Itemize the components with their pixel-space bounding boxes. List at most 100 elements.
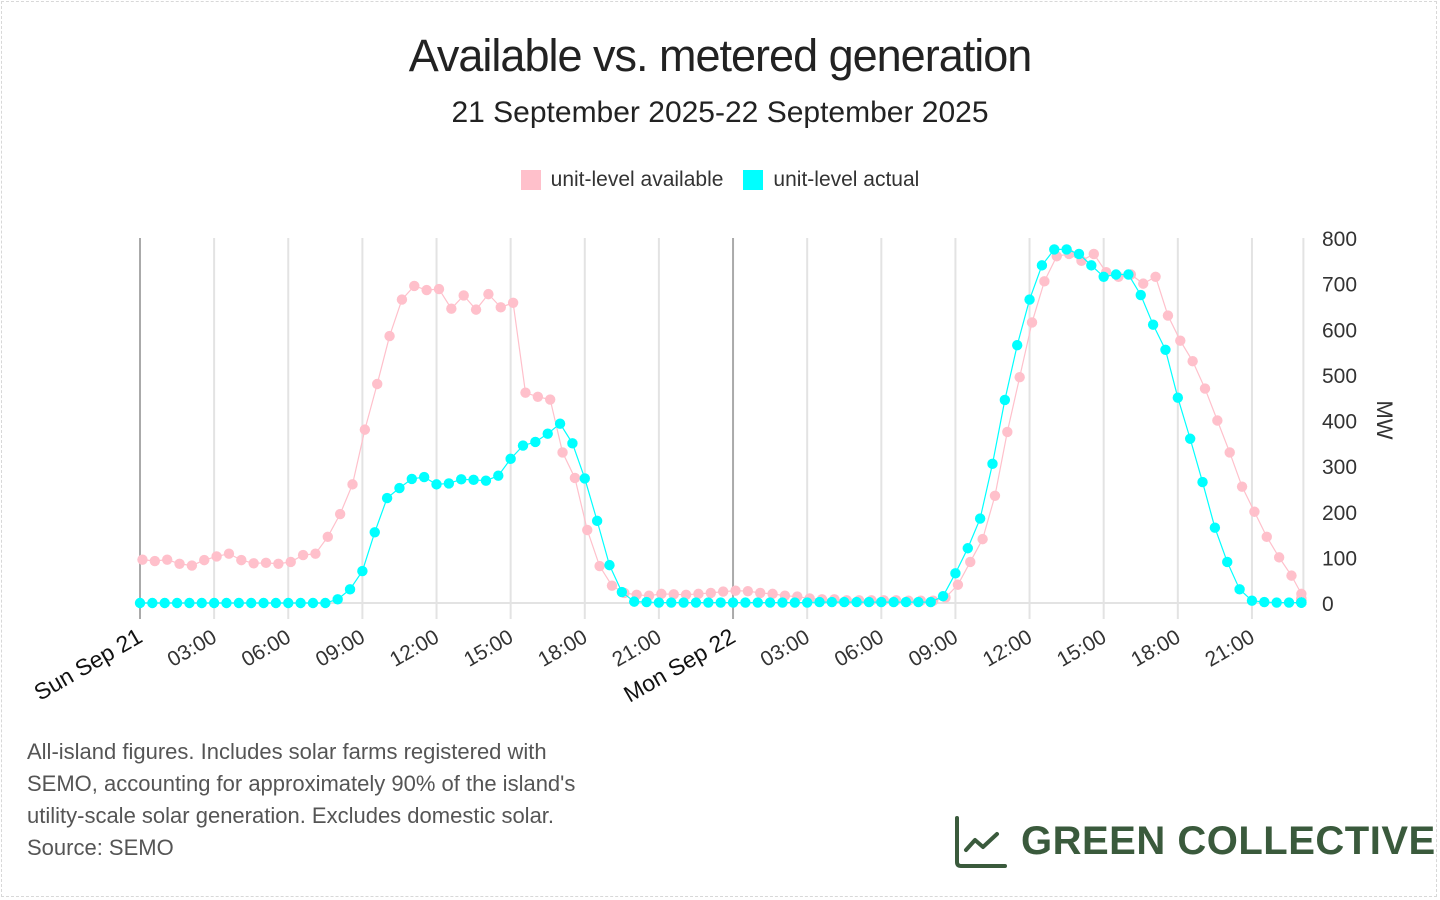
data-point[interactable]	[715, 597, 726, 608]
legend-item-actual[interactable]: unit-level actual	[743, 168, 919, 192]
data-point[interactable]	[307, 597, 319, 609]
data-point[interactable]	[372, 378, 383, 390]
data-point[interactable]	[1209, 522, 1221, 533]
data-point[interactable]	[801, 597, 813, 608]
data-point[interactable]	[1088, 248, 1100, 260]
data-point[interactable]	[1012, 340, 1023, 351]
data-point[interactable]	[495, 302, 506, 313]
data-point[interactable]	[359, 424, 371, 435]
data-point[interactable]	[406, 473, 418, 485]
data-point[interactable]	[1138, 278, 1149, 289]
data-point[interactable]	[582, 524, 593, 536]
data-point[interactable]	[1224, 447, 1235, 458]
data-point[interactable]	[1110, 269, 1122, 280]
data-point[interactable]	[567, 438, 578, 449]
data-point[interactable]	[458, 290, 469, 301]
data-point[interactable]	[544, 394, 556, 405]
data-point[interactable]	[1123, 269, 1134, 280]
data-point[interactable]	[987, 458, 998, 470]
data-point[interactable]	[717, 586, 729, 597]
data-point[interactable]	[394, 482, 405, 494]
data-point[interactable]	[1212, 415, 1223, 426]
data-point[interactable]	[851, 596, 862, 608]
data-point[interactable]	[740, 597, 751, 608]
data-point[interactable]	[332, 594, 343, 605]
data-point[interactable]	[134, 597, 146, 609]
data-point[interactable]	[888, 596, 899, 608]
data-point[interactable]	[616, 586, 628, 598]
data-point[interactable]	[974, 513, 986, 524]
data-point[interactable]	[839, 596, 850, 608]
data-point[interactable]	[1036, 260, 1048, 271]
data-point[interactable]	[236, 554, 247, 566]
data-point[interactable]	[705, 587, 717, 599]
data-point[interactable]	[826, 596, 838, 608]
data-point[interactable]	[147, 597, 158, 609]
data-point[interactable]	[297, 549, 309, 561]
data-point[interactable]	[221, 597, 232, 609]
data-point[interactable]	[223, 548, 235, 559]
data-point[interactable]	[606, 580, 618, 591]
data-point[interactable]	[678, 597, 689, 608]
data-point[interactable]	[381, 492, 393, 504]
data-point[interactable]	[520, 387, 531, 398]
data-point[interactable]	[755, 587, 766, 599]
data-point[interactable]	[1086, 260, 1097, 271]
data-point[interactable]	[184, 597, 195, 609]
data-point[interactable]	[989, 490, 1001, 501]
data-point[interactable]	[1175, 335, 1186, 346]
data-point[interactable]	[137, 554, 148, 565]
data-point[interactable]	[693, 588, 704, 600]
data-point[interactable]	[507, 297, 519, 308]
data-point[interactable]	[248, 558, 259, 569]
data-point[interactable]	[666, 597, 677, 608]
data-point[interactable]	[186, 560, 198, 571]
data-point[interactable]	[433, 283, 445, 295]
data-point[interactable]	[369, 527, 380, 538]
data-point[interactable]	[233, 597, 245, 609]
data-point[interactable]	[1024, 294, 1035, 305]
data-point[interactable]	[396, 294, 408, 305]
data-point[interactable]	[1039, 276, 1050, 287]
data-point[interactable]	[629, 596, 640, 607]
data-point[interactable]	[554, 418, 566, 429]
data-point[interactable]	[690, 597, 702, 608]
data-point[interactable]	[937, 590, 949, 602]
data-point[interactable]	[777, 597, 788, 608]
data-point[interactable]	[1147, 319, 1159, 330]
data-point[interactable]	[814, 596, 825, 608]
data-point[interactable]	[742, 585, 754, 597]
data-point[interactable]	[656, 588, 667, 600]
data-point[interactable]	[446, 303, 457, 314]
data-point[interactable]	[1002, 426, 1013, 438]
data-point[interactable]	[418, 471, 430, 483]
data-point[interactable]	[208, 597, 220, 609]
data-point[interactable]	[965, 556, 976, 568]
data-point[interactable]	[876, 596, 887, 608]
data-point[interactable]	[295, 597, 306, 609]
data-point[interactable]	[1184, 433, 1196, 444]
data-point[interactable]	[730, 585, 741, 596]
data-point[interactable]	[320, 597, 331, 609]
data-point[interactable]	[493, 470, 504, 481]
data-point[interactable]	[505, 453, 516, 465]
data-point[interactable]	[171, 597, 183, 609]
legend-item-available[interactable]: unit-level available	[520, 168, 723, 192]
data-point[interactable]	[913, 596, 924, 608]
data-point[interactable]	[653, 597, 665, 608]
data-point[interactable]	[952, 579, 964, 590]
data-point[interactable]	[384, 330, 395, 342]
data-point[interactable]	[149, 555, 161, 567]
data-point[interactable]	[591, 515, 603, 527]
data-point[interactable]	[925, 596, 936, 608]
data-point[interactable]	[1261, 531, 1272, 543]
data-point[interactable]	[283, 597, 294, 609]
data-point[interactable]	[1246, 595, 1258, 606]
data-point[interactable]	[1283, 597, 1295, 608]
data-point[interactable]	[273, 558, 284, 569]
data-point[interactable]	[199, 554, 210, 566]
data-point[interactable]	[310, 548, 321, 559]
data-point[interactable]	[727, 597, 739, 608]
data-point[interactable]	[764, 597, 776, 608]
data-point[interactable]	[1259, 596, 1270, 608]
